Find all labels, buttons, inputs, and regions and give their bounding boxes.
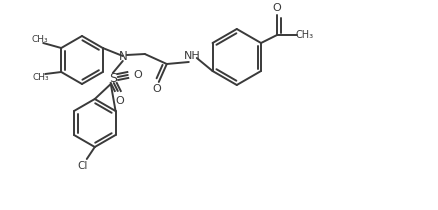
Text: O: O (273, 3, 281, 13)
Text: CH₃: CH₃ (32, 35, 49, 45)
Text: O: O (115, 96, 124, 106)
Text: CH₃: CH₃ (33, 74, 49, 83)
Text: Cl: Cl (78, 161, 88, 171)
Text: NH: NH (184, 51, 200, 61)
Text: O: O (134, 70, 142, 80)
Text: O: O (152, 84, 161, 94)
Text: CH₃: CH₃ (296, 30, 314, 40)
Text: S: S (109, 71, 117, 84)
Text: N: N (118, 50, 127, 63)
